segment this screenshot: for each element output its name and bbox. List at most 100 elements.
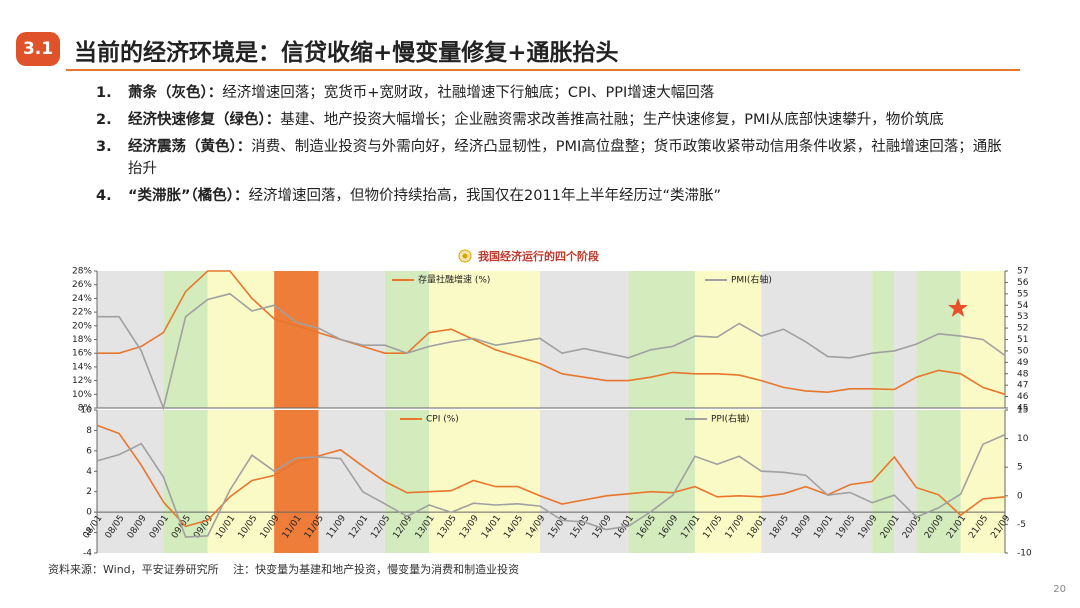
legend-label: CPI (%) — [426, 415, 459, 425]
phase-band — [960, 410, 1005, 553]
point: 4. “类滞胀”（橘色）：经济增速回落，但物价持续抬高，我国仅在2011年上半年经… — [96, 185, 1016, 207]
y-tick-label: 10 — [81, 406, 93, 416]
y-tick-label: 16% — [72, 349, 92, 359]
phase-band — [694, 271, 762, 408]
phase-band — [628, 410, 695, 553]
point-label: 经济震荡（黄色）： — [128, 139, 252, 155]
y-tick-label: 4 — [86, 467, 92, 477]
legend-label: PPI(右轴) — [711, 413, 750, 425]
star-marker — [948, 298, 968, 317]
y2-tick-label: -10 — [1017, 549, 1032, 559]
y-tick-label: 2 — [86, 487, 92, 497]
phase-band — [628, 271, 695, 408]
y-tick-label: 28% — [72, 267, 92, 277]
series-line — [97, 292, 1006, 411]
points: 1. 萧条（灰色）：经济增速回落；宽货币+宽财政，社融增速下行触底；CPI、PPI… — [96, 82, 1016, 212]
slide-title: 当前的经济环境是：信贷收缩+慢变量修复+通胀抬头 — [74, 40, 619, 66]
y2-tick-label: 15 — [1017, 406, 1028, 416]
y-tick-label: 0 — [86, 508, 92, 518]
y2-tick-label: 5 — [1017, 463, 1023, 473]
phase-band — [274, 410, 319, 553]
point: 2. 经济快速修复（绿色）：基建、地产投资大幅增长；企业融资需求改善推高社融；生产… — [96, 109, 1016, 131]
y2-tick-label: 54 — [1017, 301, 1029, 311]
caption-icon-dot — [462, 253, 468, 259]
y-tick-label: -2 — [83, 528, 92, 538]
y2-tick-label: 45 — [1017, 404, 1028, 414]
title-rule — [66, 69, 1020, 71]
series-line — [97, 270, 1006, 396]
phase-band — [429, 410, 540, 553]
y-tick-label: 12% — [72, 376, 92, 386]
y2-tick-label: 50 — [1017, 346, 1029, 356]
y2-tick-label: 46 — [1017, 392, 1029, 402]
y2-tick-label: 49 — [1017, 358, 1029, 368]
plots: 8%10%12%14%16%18%20%22%24%26%28%45464748… — [72, 267, 1032, 559]
y-tick-label: 8% — [78, 404, 93, 414]
y-tick-label: 6 — [86, 446, 92, 456]
phase-band — [761, 271, 873, 408]
section-badge: 3.1 — [16, 32, 60, 66]
point-number: 3. — [96, 139, 112, 155]
y-tick-label: 14% — [72, 362, 92, 372]
y2-tick-label: 51 — [1017, 335, 1028, 345]
point-number: 2. — [96, 112, 112, 128]
y2-tick-label: 55 — [1017, 289, 1028, 299]
phase-band — [207, 410, 275, 553]
y2-tick-label: 57 — [1017, 267, 1028, 277]
y2-tick-label: 0 — [1017, 491, 1023, 501]
y2-tick-label: 52 — [1017, 324, 1028, 334]
y2-tick-label: 47 — [1017, 381, 1028, 391]
phase-band — [694, 410, 762, 553]
point-label: 经济快速修复（绿色）： — [128, 112, 281, 128]
phase-band — [274, 271, 319, 408]
y2-tick-label: 56 — [1017, 278, 1029, 288]
series-line — [96, 424, 1006, 528]
phase-band — [207, 271, 275, 408]
point: 3. 经济震荡（黄色）：消费、制造业投资与外需向好，经济凸显韧性，PMI高位盘整；… — [96, 136, 1016, 180]
phase-band — [163, 410, 208, 553]
y2-tick-label: 48 — [1017, 369, 1029, 379]
phase-band — [318, 410, 385, 553]
phase-band — [916, 271, 961, 408]
y-tick-label: 26% — [72, 280, 92, 290]
phase-band — [894, 410, 917, 553]
phase-band — [429, 271, 540, 408]
point-number: 4. — [96, 188, 112, 204]
y-tick-label: -4 — [83, 549, 92, 559]
y-tick-label: 8 — [86, 426, 92, 436]
point-text: 基建、地产投资大幅增长；企业融资需求改善推高社融；生产快速修复，PMI从底部快速… — [280, 112, 944, 128]
y-tick-label: 24% — [72, 294, 92, 304]
y-tick-label: 20% — [72, 321, 92, 331]
chart-caption: 我国经济运行的四个阶段 — [478, 249, 599, 263]
legend-label: PMI(右轴) — [731, 274, 772, 286]
y-tick-label: 22% — [72, 308, 92, 318]
phase-band — [163, 271, 208, 408]
y-tick-label: 10% — [72, 390, 92, 400]
source-note: 资料来源：Wind，平安证券研究所 注：快变量为基建和地产投资，慢变量为消费和制… — [48, 563, 520, 576]
phase-band — [384, 410, 430, 553]
phase-band — [872, 410, 895, 553]
point-label: “类滞胀”（橘色）： — [128, 188, 249, 204]
y2-tick-label: -5 — [1017, 520, 1026, 530]
point-text: 经济增速回落，但物价持续抬高，我国仅在2011年上半年经历过“类滞胀” — [248, 188, 721, 204]
phase-band — [761, 410, 873, 553]
point-number: 1. — [96, 85, 112, 101]
y-tick-label: 18% — [72, 335, 92, 345]
legend-label: 存量社融增速 (%) — [418, 274, 490, 286]
phase-band — [539, 271, 629, 408]
phase-band — [916, 410, 961, 553]
phase-band — [97, 410, 164, 553]
phase-band — [894, 271, 917, 408]
point-label: 萧条（灰色）： — [128, 85, 223, 101]
page-number: 20 — [1053, 584, 1066, 595]
y2-tick-label: 10 — [1017, 434, 1029, 444]
point-text: 经济增速回落；宽货币+宽财政，社融增速下行触底；CPI、PPI增速大幅回落 — [222, 85, 715, 101]
series-line — [96, 433, 1006, 538]
point-text: 消费、制造业投资与外需向好，经济凸显韧性，PMI高位盘整；货币政策收紧带动信用条… — [128, 139, 1002, 177]
point: 1. 萧条（灰色）：经济增速回落；宽货币+宽财政，社融增速下行触底；CPI、PPI… — [96, 82, 1016, 104]
phase-band — [872, 271, 895, 408]
phase-band — [318, 271, 385, 408]
y2-tick-label: 53 — [1017, 312, 1028, 322]
